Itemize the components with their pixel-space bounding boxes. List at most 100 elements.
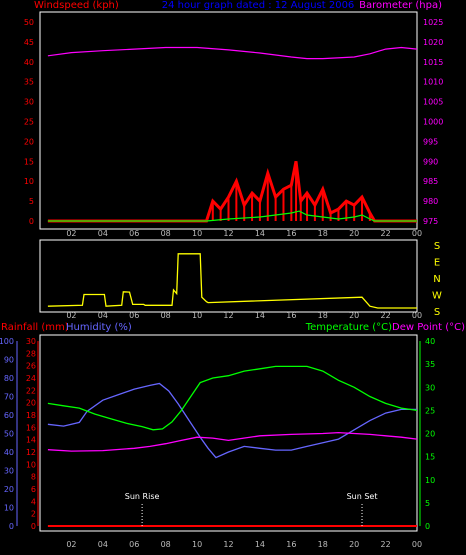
x-tick-label: 18 [318,540,328,549]
barometer-axis-title: Barometer (hpa) [359,0,442,11]
rainfall-tick-label: 18 [26,411,36,420]
x-tick-label: 06 [129,540,139,549]
x-tick-label: 20 [349,540,359,549]
x-tick-label: 12 [223,311,233,320]
dewpoint-axis-title: Dew Point (°C) [392,322,465,333]
x-tick-label: 18 [318,311,328,320]
windspeed-tick-label: 45 [24,38,34,47]
rainfall-tick-label: 12 [26,448,36,457]
rainfall-tick-label: 30 [26,337,36,346]
x-tick-label: 00 [412,229,422,238]
x-tick-label: 16 [286,540,296,549]
temperature-tick-label: 25 [425,406,435,415]
series-humidity [47,382,417,459]
x-tick-label: 12 [223,540,233,549]
barometer-tick-label: 990 [423,157,438,166]
x-tick-label: 08 [161,540,171,549]
rainfall-tick-label: 10 [26,460,36,469]
compass-tick-label: E [434,258,440,269]
x-tick-label: 04 [98,229,108,238]
humidity-tick-label: 60 [4,411,14,420]
windspeed-tick-label: 30 [24,98,34,107]
rainfall-axis-title: Rainfall (mm) [1,322,69,333]
series-windspeed-average [47,210,417,222]
series-wind-direction [47,253,417,309]
humidity-tick-label: 50 [4,430,14,439]
x-tick-label: 22 [380,229,390,238]
x-tick-label: 00 [412,311,422,320]
rainfall-tick-label: 16 [26,423,36,432]
windspeed-tick-label: 5 [29,197,34,206]
series-dew-point-c [47,431,418,452]
windspeed-tick-label: 15 [24,157,34,166]
x-tick-label: 02 [66,229,76,238]
temperature-tick-label: 20 [425,430,435,439]
x-tick-label: 06 [129,311,139,320]
x-tick-label: 08 [161,229,171,238]
rainfall-tick-label: 24 [26,374,36,383]
barometer-tick-label: 1025 [423,18,443,27]
windspeed-tick-label: 40 [24,58,34,67]
windspeed-tick-label: 20 [24,137,34,146]
x-tick-label: 14 [255,540,265,549]
temperature-tick-label: 10 [425,476,435,485]
x-tick-label: 10 [192,229,202,238]
x-tick-label: 08 [161,311,171,320]
compass-tick-label: N [433,274,440,285]
barometer-tick-label: 1015 [423,58,443,67]
humidity-tick-label: 70 [4,393,14,402]
series-layer [47,46,418,527]
windspeed-tick-label: 25 [24,118,34,127]
temperature-tick-label: 15 [425,453,435,462]
direction-panel-frame [39,239,418,313]
x-tick-label: 10 [192,311,202,320]
humidity-tick-label: 40 [4,448,14,457]
barometer-tick-label: 995 [423,137,438,146]
humidity-tick-label: 100 [0,337,14,346]
temperature-tick-label: 40 [425,337,435,346]
humidity-tick-label: 80 [4,374,14,383]
windspeed-tick-label: 35 [24,78,34,87]
windspeed-tick-label: 10 [24,177,34,186]
humidity-axis-title: Humidity (%) [66,322,132,333]
temperature-tick-label: 30 [425,383,435,392]
series-barometer-hpa [47,46,418,60]
x-tick-label: 10 [192,540,202,549]
rainfall-tick-label: 8 [31,473,36,482]
barometer-tick-label: 975 [423,217,438,226]
rainfall-tick-label: 2 [31,510,36,519]
windspeed-axis-title: Windspeed (kph) [34,0,119,11]
barometer-tick-label: 985 [423,177,438,186]
humidity-tick-label: 20 [4,485,14,494]
x-tick-label: 20 [349,311,359,320]
temperature-axis-title: Temperature (°C) [305,322,392,333]
graph-title: 24 hour graph dated : 12 August 2006 [162,0,355,11]
x-tick-label: 14 [255,311,265,320]
barometer-tick-label: 1000 [423,118,443,127]
temperature-tick-label: 5 [425,499,430,508]
x-tick-label: 22 [380,540,390,549]
x-tick-label: 16 [286,229,296,238]
temperature-tick-label: 0 [425,522,430,531]
x-tick-label: 06 [129,229,139,238]
humidity-tick-label: 0 [9,522,14,531]
compass-tick-label: S [434,241,440,252]
temperature-tick-label: 35 [425,360,435,369]
series-temperature-c [47,365,418,431]
rainfall-tick-label: 28 [26,349,36,358]
x-tick-label: 16 [286,311,296,320]
x-tick-label: 18 [318,229,328,238]
rainfall-tick-label: 26 [26,362,36,371]
barometer-tick-label: 980 [423,197,438,206]
x-tick-label: 20 [349,229,359,238]
x-tick-label: 00 [412,540,422,549]
x-tick-label: 12 [223,229,233,238]
compass-tick-label: W [432,291,442,302]
x-tick-label: 04 [98,540,108,549]
x-tick-label: 22 [380,311,390,320]
rainfall-tick-label: 6 [31,485,36,494]
x-tick-label: 14 [255,229,265,238]
humidity-tick-label: 30 [4,467,14,476]
